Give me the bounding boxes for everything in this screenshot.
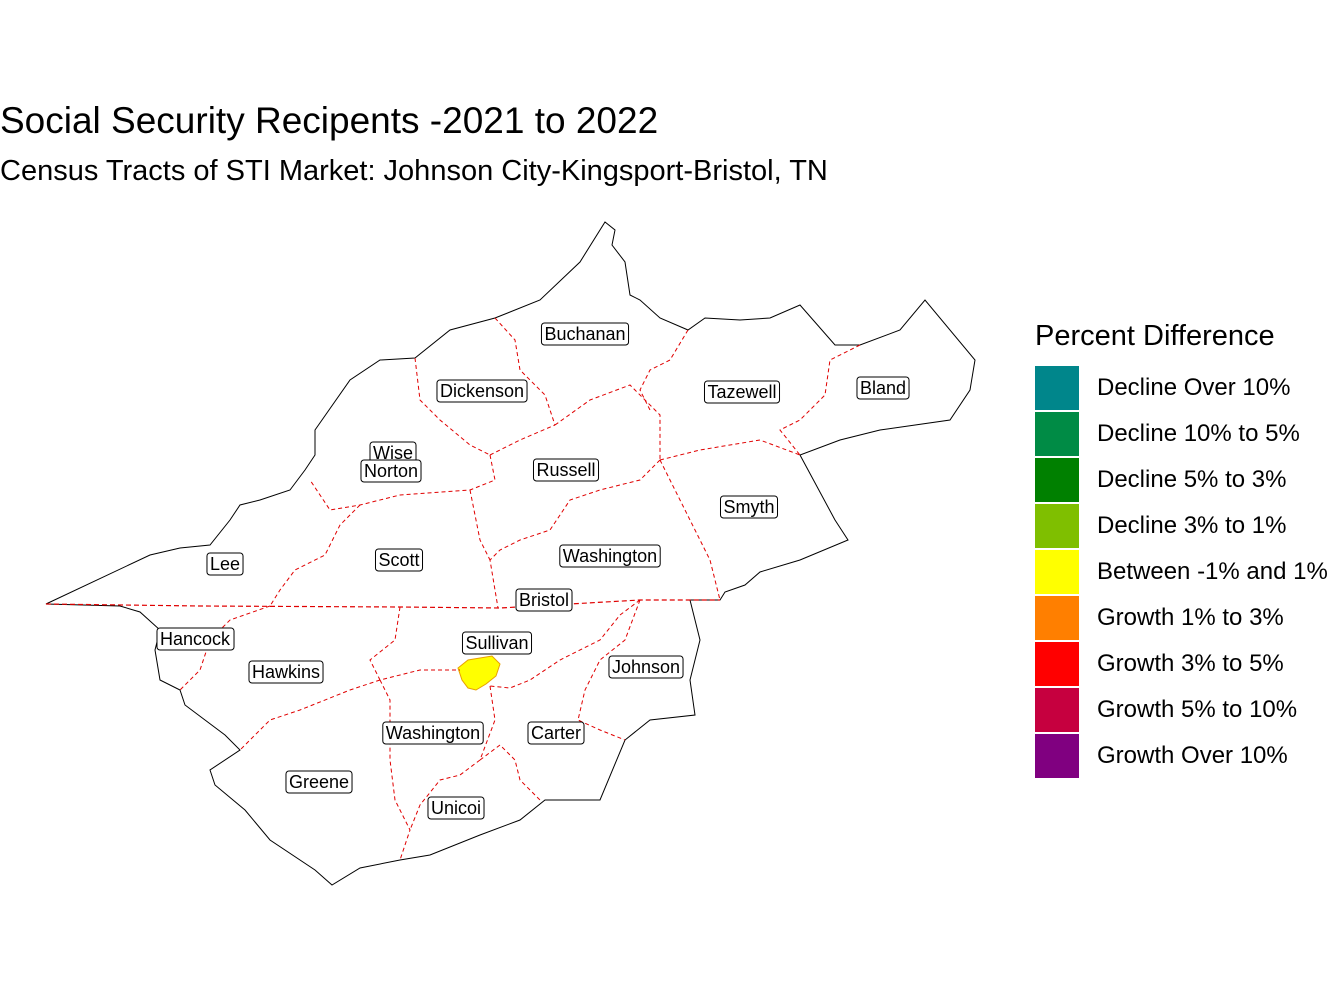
legend-label: Growth Over 10%	[1097, 742, 1288, 769]
county-label-text: Lee	[210, 554, 240, 574]
legend-item: Growth 1% to 3%	[1035, 595, 1328, 641]
legend-label: Decline Over 10%	[1097, 374, 1291, 401]
county-label: Dickenson	[436, 379, 528, 403]
county-label-box	[360, 459, 422, 483]
county-label-text: Washington	[386, 723, 480, 743]
county-borders	[179, 317, 861, 861]
county-label-text: Carter	[531, 723, 581, 743]
county-label-box	[540, 322, 630, 346]
county-label-box	[703, 380, 781, 404]
legend-item: Decline Over 10%	[1035, 365, 1328, 411]
legend-label: Growth 1% to 3%	[1097, 604, 1284, 631]
county-label-text: Buchanan	[544, 324, 625, 344]
legend-item: Decline 3% to 1%	[1035, 503, 1328, 549]
legend-item: Growth 3% to 5%	[1035, 641, 1328, 687]
county-label-box	[382, 721, 484, 745]
county-label: Buchanan	[540, 322, 630, 346]
legend-title: Percent Difference	[1035, 320, 1275, 352]
legend-swatch	[1035, 734, 1079, 778]
county-label-box	[436, 379, 528, 403]
county-label-text: Dickenson	[440, 381, 524, 401]
legend-swatch	[1035, 688, 1079, 732]
county-label-text: Tazewell	[707, 382, 776, 402]
county-label-box	[559, 544, 661, 568]
legend-label: Decline 5% to 3%	[1097, 466, 1287, 493]
county-label-text: Sullivan	[465, 633, 528, 653]
county-label: Johnson	[608, 655, 684, 679]
county-label-text: Scott	[378, 550, 419, 570]
legend-item: Growth 5% to 10%	[1035, 687, 1328, 733]
county-label-box	[285, 770, 353, 794]
county-label-box	[374, 548, 424, 572]
legend-item: Growth Over 10%	[1035, 733, 1328, 779]
county-label-box	[461, 631, 533, 655]
county-label-box	[608, 655, 684, 679]
highlight-tract	[457, 655, 501, 691]
county-label-text: Smyth	[723, 497, 774, 517]
county-label-box	[427, 796, 485, 820]
county-label-box	[206, 552, 244, 576]
legend-label: Growth 5% to 10%	[1097, 696, 1298, 723]
county-label-text: Greene	[289, 772, 349, 792]
map-title: Social Security Recipents -2021 to 2022	[0, 100, 659, 141]
county-label: Hancock	[156, 627, 235, 651]
legend-swatch	[1035, 366, 1079, 410]
legend-item: Decline 5% to 3%	[1035, 457, 1328, 503]
county-label-box	[248, 660, 324, 684]
county-label: Tazewell	[703, 380, 781, 404]
legend-label: Between -1% and 1%	[1097, 558, 1328, 585]
county-label-text: Russell	[536, 460, 595, 480]
county-labels: Buchanan Dickenson Tazewell Bland WiseNorton…	[156, 322, 910, 820]
county-label: Carter	[527, 721, 585, 745]
county-label-text: Wise	[373, 443, 413, 463]
market-outline	[45, 221, 976, 886]
county-label-text: Washington	[563, 546, 657, 566]
legend-item: Between -1% and 1%	[1035, 549, 1328, 595]
county-label: Washington	[382, 721, 484, 745]
legend-swatch	[1035, 504, 1079, 548]
county-label-text: Johnson	[612, 657, 680, 677]
county-label: Unicoi	[427, 796, 485, 820]
county-label-text: Hawkins	[252, 662, 320, 682]
legend-label: Decline 3% to 1%	[1097, 512, 1287, 539]
county-label: Sullivan	[461, 631, 533, 655]
county-label: Wise	[369, 441, 417, 465]
county-label: Hawkins	[248, 660, 324, 684]
county-label-box	[856, 376, 910, 400]
legend-swatch	[1035, 412, 1079, 456]
county-label-text: Norton	[364, 461, 418, 481]
county-label: Washington	[559, 544, 661, 568]
county-label: Scott	[374, 548, 424, 572]
state-boundary	[45, 599, 720, 609]
county-label-text: Bristol	[519, 590, 569, 610]
county-label: Greene	[285, 770, 353, 794]
county-label-text: Bland	[860, 378, 906, 398]
county-label: Bland	[856, 376, 910, 400]
market-map: Buchanan Dickenson Tazewell Bland WiseNorton…	[45, 221, 976, 886]
county-label: Russell	[532, 458, 600, 482]
county-label-box	[527, 721, 585, 745]
county-label-text: Unicoi	[431, 798, 481, 818]
county-label: Norton	[360, 459, 422, 483]
county-label: Bristol	[515, 588, 573, 612]
legend-label: Growth 3% to 5%	[1097, 650, 1284, 677]
county-label-text: Hancock	[160, 629, 231, 649]
county-label: Smyth	[719, 495, 779, 519]
legend-swatch	[1035, 596, 1079, 640]
legend-swatch	[1035, 458, 1079, 502]
legend-label: Decline 10% to 5%	[1097, 420, 1300, 447]
legend-items: Decline Over 10% Decline 10% to 5% Decline…	[1035, 365, 1328, 779]
map-subtitle: Census Tracts of STI Market: Johnson Cit…	[0, 155, 828, 187]
county-label-box	[532, 458, 600, 482]
county-label-box	[719, 495, 779, 519]
legend-swatch	[1035, 550, 1079, 594]
county-label: Lee	[206, 552, 244, 576]
legend: Percent Difference Decline Over 10% Decli…	[1035, 320, 1328, 779]
county-label-box	[515, 588, 573, 612]
county-label-box	[156, 627, 235, 651]
legend-swatch	[1035, 642, 1079, 686]
legend-item: Decline 10% to 5%	[1035, 411, 1328, 457]
